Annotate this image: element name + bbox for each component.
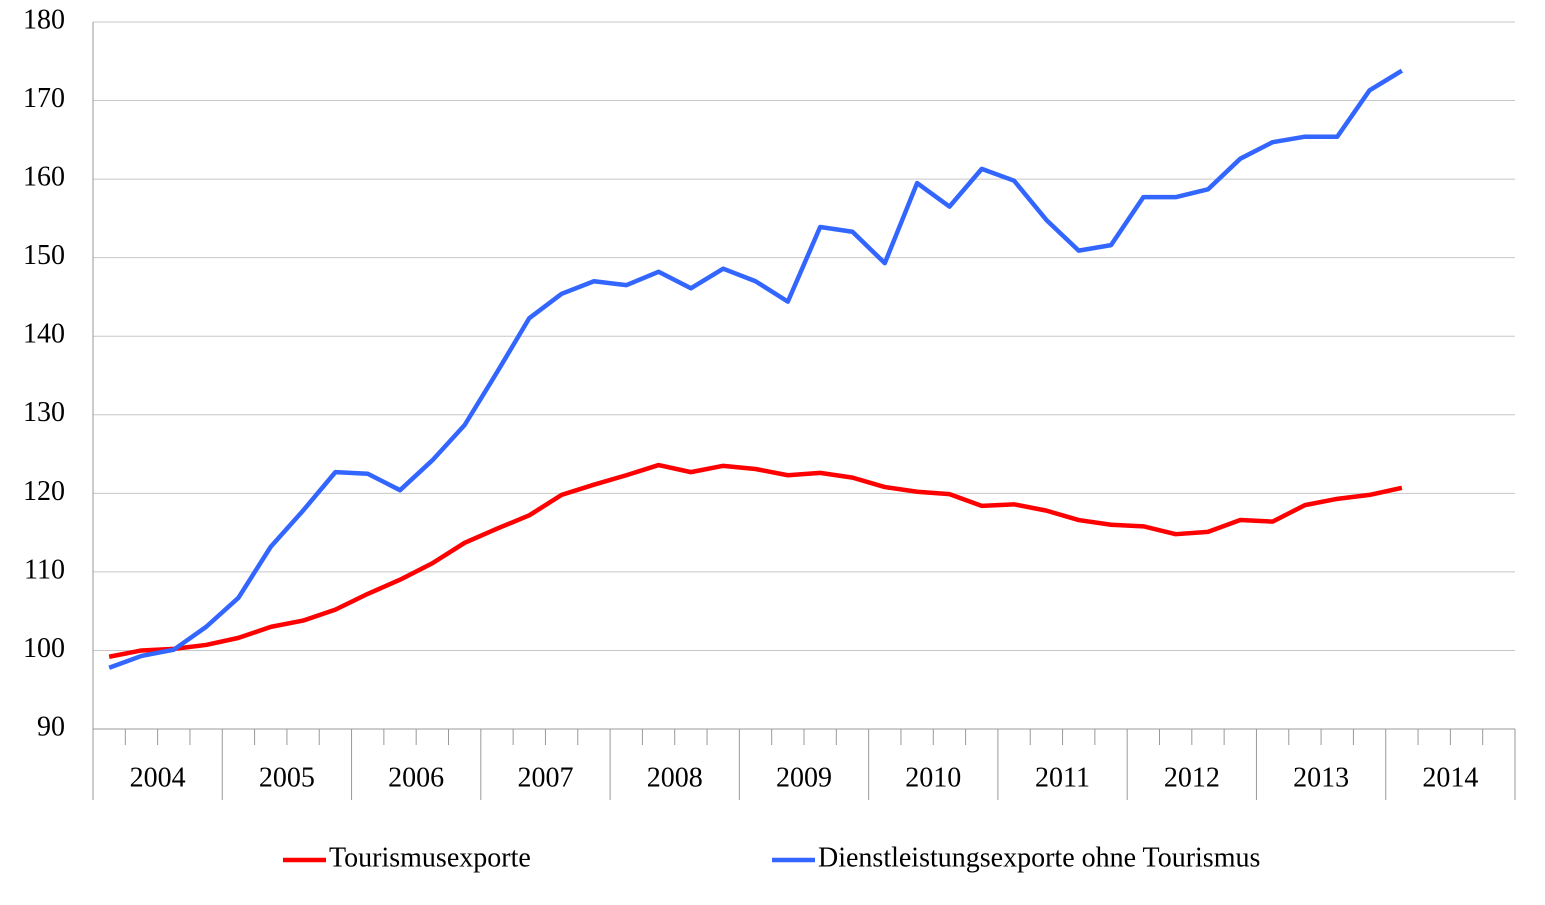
y-tick-label: 170 (23, 83, 65, 114)
y-tick-label: 160 (23, 162, 65, 193)
x-tick-label: 2009 (776, 762, 832, 793)
y-tick-label: 140 (23, 319, 65, 350)
y-tick-label: 180 (23, 4, 65, 35)
y-tick-label: 90 (37, 711, 65, 742)
x-tick-label: 2014 (1422, 762, 1478, 793)
y-tick-label: 120 (23, 476, 65, 507)
y-tick-label: 100 (23, 633, 65, 664)
x-tick-label: 2012 (1164, 762, 1220, 793)
x-tick-label: 2004 (130, 762, 186, 793)
y-tick-label: 150 (23, 240, 65, 271)
x-tick-label: 2006 (388, 762, 444, 793)
x-tick-label: 2013 (1293, 762, 1349, 793)
y-tick-label: 110 (24, 554, 65, 585)
legend-label: Tourismusexporte (329, 842, 531, 873)
x-tick-label: 2008 (647, 762, 703, 793)
x-tick-label: 2010 (905, 762, 961, 793)
y-tick-label: 130 (23, 397, 65, 428)
series-line (108, 68, 1404, 670)
series-line (108, 462, 1403, 659)
legend-label: Dienstleistungsexporte ohne Tourismus (818, 842, 1260, 873)
x-tick-label: 2011 (1035, 762, 1090, 793)
x-tick-label: 2007 (517, 762, 573, 793)
x-tick-label: 2005 (259, 762, 315, 793)
